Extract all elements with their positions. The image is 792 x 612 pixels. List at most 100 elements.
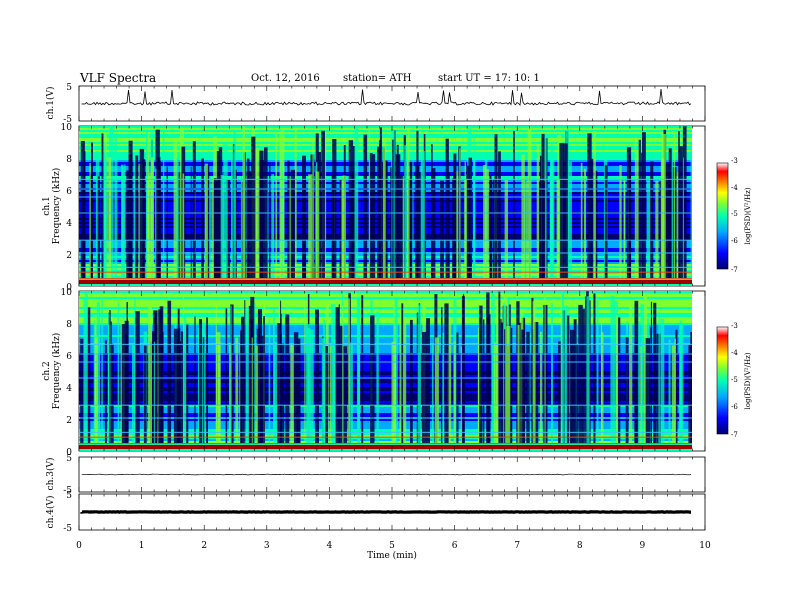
spectrogram-band [79,128,692,130]
spectrogram-burst [340,180,344,278]
ch2-ytick-4: 4 [66,384,72,394]
spectrogram-burst [445,138,449,278]
spectrogram-burst [596,299,599,443]
spectrogram-burst [321,338,326,443]
spectrogram-band [79,142,692,144]
spectrogram-burst [202,336,205,443]
spectrogram-burst [339,325,343,443]
spectrogram-burst [226,179,231,278]
spectrogram-burst [629,301,633,443]
spectrogram-burst [133,158,137,278]
spectrogram-burst [395,154,401,278]
spectrogram-burst [285,314,290,443]
spectrogram-band [79,297,692,299]
spectrogram-burst [618,317,621,443]
spectrogram-band [79,150,692,152]
spectrogram-burst [132,345,135,443]
spectrogram-burst [556,178,561,278]
spectrogram-burst [529,165,531,278]
spectrogram-burst [321,130,325,278]
spectrogram-line [79,266,692,268]
ch3-ytick-bottom: -5 [63,486,72,496]
spectrogram-burst [225,308,228,443]
spectrogram-band [79,371,692,373]
spectrogram-band [79,437,692,439]
spectrogram-band [79,339,692,341]
ch1-ytick-6: 6 [66,187,72,197]
spectrogram-burst [89,162,91,278]
spectrogram-burst [190,166,192,278]
spectrogram-line [79,417,692,419]
spectrogram-burst [117,302,120,443]
ch1-cbar-tick-m7: -7 [731,266,738,274]
spectrogram-burst [280,300,282,443]
ch3-ytick-top: 5 [66,454,72,464]
ch4-ytick-bottom: -5 [63,524,72,534]
spectrogram-burst [104,340,107,443]
spectrogram-burst [146,129,148,278]
spectrogram-burst [682,126,687,278]
spectrogram-band [79,395,692,397]
spectrogram-burst [524,182,527,278]
spectrogram-burst [297,338,301,443]
ch1-cbar-tick-m4: -4 [731,184,738,192]
spectrogram-burst [377,146,380,278]
spectrogram-burst [361,295,364,443]
spectrogram-burst [315,171,320,278]
spectrogram-band [79,407,692,409]
spectrogram-burst [109,127,114,278]
ch2-ylabel-frequency: Frequency (kHz) [51,333,62,410]
spectrogram-burst [483,319,485,443]
spectrogram-band [79,327,692,329]
spectrogram-band [79,144,692,146]
spectrogram-burst [653,302,657,443]
spectrogram-burst [678,146,683,278]
ch1-ylabel-channel: ch.1 [42,196,52,215]
spectrogram-burst [390,167,392,278]
spectrogram-burst [483,165,487,278]
spectrogram-burst [342,175,346,278]
spectrogram-burst [257,309,262,443]
spectrogram-burst [587,133,592,278]
spectrogram-band [79,295,692,297]
spectrogram-line [79,436,692,438]
spectrogram-burst [422,332,427,443]
spectrogram-line [79,271,692,273]
spectrogram-burst [155,168,157,278]
spectrogram-burst [619,165,622,278]
spectrogram-band [79,359,692,361]
spectrogram-burst [682,157,684,278]
spectrogram-band [79,375,692,377]
spectrogram-burst [521,154,525,278]
spectrogram-burst [148,172,152,278]
spectrogram-burst [526,180,528,278]
spectrogram-burst [352,146,356,278]
spectrogram-burst [582,308,585,443]
spectrogram-burst [122,170,125,278]
start-time-label: start UT = 17: 10: 1 [438,73,540,84]
spectrogram-burst [558,341,561,443]
spectrogram-band [79,385,692,387]
spectrogram-line [79,353,692,355]
spectrogram-band [79,441,692,443]
ch4-waveform-panel: 5 -5 ch.4(V) [45,491,706,534]
spectrogram-burst [462,294,465,443]
ch1-ytick-4: 4 [66,219,72,229]
ch2-colorbar [716,326,729,435]
spectrogram-burst [208,178,211,278]
x-tick-label: 3 [264,541,270,551]
spectrogram-band [79,140,692,142]
ch2-ytick-0: 0 [66,448,72,458]
spectrogram-burst [246,171,251,278]
spectrogram-burst [231,152,233,278]
spectrogram-burst [167,300,172,443]
spectrogram-burst [410,319,413,443]
spectrogram-burst [114,137,118,278]
ch1-ytick-bottom: -5 [63,115,72,125]
spectrogram-burst [394,297,398,443]
spectrogram-band [79,301,692,303]
spectrogram-line [79,239,692,241]
spectrogram-burst [448,172,450,278]
ch1-cbar-tick-m5: -5 [731,210,738,218]
spectrogram-burst [494,134,498,278]
